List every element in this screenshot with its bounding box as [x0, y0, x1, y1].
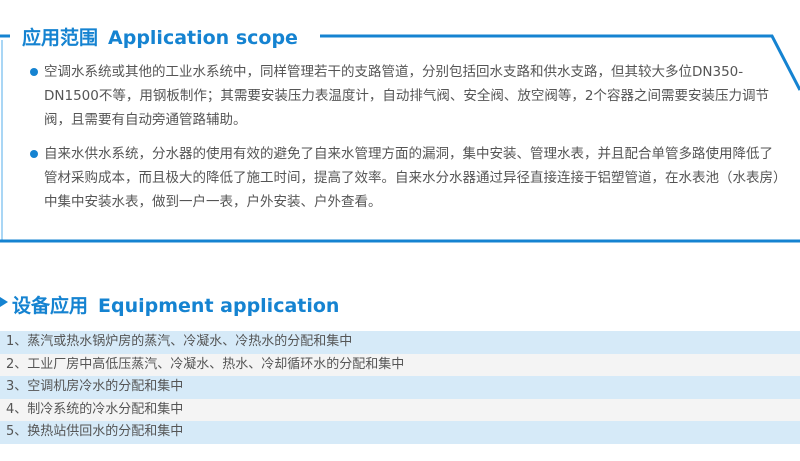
equipment-list: 1、蒸汽或热水锅炉房的蒸汽、冷凝水、冷热水的分配和集中 2、工业厂房中高低压蒸汽… — [0, 331, 800, 444]
scope-item: 自来水供水系统，分水器的使用有效的避免了自来水管理方面的漏洞，集中安装、管理水表… — [44, 146, 780, 210]
list-item: 5、换热站供回水的分配和集中 — [0, 421, 800, 444]
list-item: 3、空调机房冷水的分配和集中 — [0, 376, 800, 399]
bullet-icon — [30, 68, 38, 76]
equipment-title-en: Equipment application — [98, 295, 340, 317]
equipment-heading: 设备应用 Equipment application — [12, 291, 339, 318]
scope-heading: 应用范围 Application scope — [22, 23, 298, 50]
scope-title-en: Application scope — [108, 27, 298, 49]
list-item: 2、工业厂房中高低压蒸汽、冷凝水、热水、冷却循环水的分配和集中 — [0, 353, 800, 377]
scope-title-cn: 应用范围 — [22, 27, 99, 49]
scope-item: 空调水系统或其他的工业水系统中，同样管理若干的支路管道，分别包括回水支路和供水支… — [44, 64, 769, 128]
bullet-icon — [30, 150, 38, 158]
arrow-right-icon — [0, 297, 8, 307]
list-item: 4、制冷系统的冷水分配和集中 — [0, 398, 800, 422]
equipment-title-cn: 设备应用 — [12, 295, 89, 317]
scope-frame — [0, 34, 800, 243]
list-item: 1、蒸汽或热水锅炉房的蒸汽、冷凝水、冷热水的分配和集中 — [0, 331, 800, 354]
